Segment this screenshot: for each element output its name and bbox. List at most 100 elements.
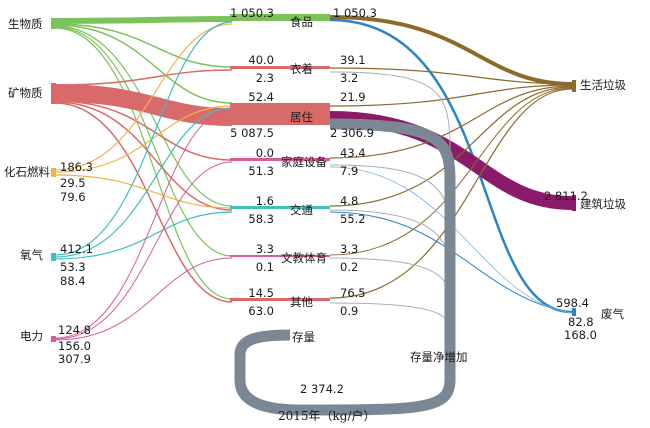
output-value: 2 811.2 — [544, 189, 588, 203]
source-label: 化石燃料 — [4, 165, 50, 179]
node-construction-waste — [572, 195, 576, 211]
flow-fossil-food — [54, 23, 233, 171]
stock-labels: 存量 存量净增加 2 374.2 2015年（kg/户） — [278, 330, 468, 423]
stock-increase-label: 存量净增加 — [410, 350, 468, 364]
middle-label: 家庭设备 — [281, 155, 327, 169]
output-value: 168.0 — [564, 328, 597, 342]
middle-in-top: 40.0 — [248, 53, 274, 67]
middle-nodes — [230, 14, 330, 301]
flow-electric-appliance — [54, 161, 233, 340]
source-value: 124.8 — [58, 323, 91, 337]
middle-in-bottom: 2.3 — [256, 71, 274, 85]
flow-bio-clothing — [54, 23, 233, 68]
flow-oxygen-transport — [54, 211, 233, 260]
source-value: 307.9 — [58, 352, 91, 366]
source-value: 88.4 — [60, 274, 86, 288]
node-housing — [230, 103, 330, 125]
middle-in-bottom: 5 087.5 — [230, 126, 274, 140]
middle-out-bottom: 0.2 — [340, 260, 358, 274]
middle-out-top: 1 050.3 — [333, 6, 377, 20]
stock-loop — [234, 118, 456, 416]
flow-culture-household — [329, 87, 573, 256]
node-other — [230, 298, 330, 301]
source-label: 电力 — [20, 329, 43, 343]
source-label: 生物质 — [8, 17, 43, 31]
node-electric — [51, 336, 56, 342]
middle-in-bottom: 51.3 — [248, 164, 274, 178]
node-fossil — [51, 168, 56, 177]
flow-bio-other — [54, 27, 233, 300]
flow-transport-gas — [329, 211, 573, 313]
middle-label: 文教体育 — [281, 251, 327, 265]
node-household-waste — [572, 80, 576, 92]
middle-in-top: 0.0 — [256, 146, 274, 160]
output-label: 废气 — [601, 307, 624, 321]
middle-in-top: 3.3 — [256, 242, 274, 256]
middle-label: 其他 — [290, 295, 313, 309]
source-label: 氧气 — [20, 248, 43, 262]
flow-oxygen-housing — [54, 107, 233, 258]
node-food — [230, 14, 330, 21]
flow-bio-food — [54, 16, 233, 24]
middle-out-top: 3.3 — [340, 242, 358, 256]
node-transport — [230, 206, 330, 209]
flow-food-household — [329, 15, 573, 86]
diagram-caption: 2015年（kg/户） — [278, 408, 376, 423]
flow-bio-culture — [54, 26, 233, 257]
node-mineral — [51, 83, 56, 104]
source-value: 156.0 — [58, 339, 91, 353]
flow-mineral-clothing — [54, 69, 233, 86]
flow-transport-household — [329, 86, 573, 207]
middle-out-bottom: 0.9 — [340, 304, 358, 318]
node-culture — [230, 255, 330, 257]
flow-housing-household — [329, 84, 573, 107]
middle-label: 交通 — [290, 203, 313, 217]
source-value: 53.3 — [60, 260, 86, 274]
source-label: 矿物质 — [8, 86, 43, 100]
middle-labels: 1 050.3 食品 1 050.3 40.0 2.3 衣着 39.1 3.2 … — [230, 6, 377, 318]
flow-mineral-housing — [54, 84, 233, 126]
flow-fossil-transport — [54, 174, 233, 209]
flow-mineral-other — [54, 102, 233, 303]
source-flows — [54, 16, 233, 341]
middle-label: 居住 — [290, 110, 313, 124]
node-waste-gas — [572, 308, 576, 316]
middle-in-bottom: 0.1 — [256, 260, 274, 274]
stock-loop-value: 2 374.2 — [300, 382, 344, 396]
middle-out-top: 21.9 — [340, 90, 366, 104]
flow-mineral-transport — [54, 101, 233, 211]
node-appliance — [230, 158, 330, 161]
middle-out-bottom: 2 306.9 — [330, 126, 374, 140]
middle-in-top: 1.6 — [256, 194, 274, 208]
middle-out-top: 4.8 — [340, 194, 358, 208]
flow-electric-housing — [54, 109, 233, 339]
source-labels: 生物质 矿物质 化石燃料 186.3 29.5 79.6 氧气 412.1 53… — [4, 17, 93, 366]
stock-label: 存量 — [292, 330, 315, 344]
output-value: 82.8 — [568, 315, 594, 329]
source-value: 79.6 — [60, 190, 86, 204]
flow-other-household — [329, 88, 573, 299]
middle-out-bottom: 3.2 — [340, 71, 358, 85]
source-nodes — [51, 18, 56, 342]
node-clothing — [230, 66, 330, 69]
source-value: 186.3 — [60, 160, 93, 174]
middle-out-top: 43.4 — [340, 146, 366, 160]
flow-bio-housing — [54, 24, 233, 104]
output-label: 建筑垃圾 — [580, 197, 626, 211]
middle-in-top: 1 050.3 — [230, 6, 274, 20]
source-value: 29.5 — [60, 176, 86, 190]
middle-out-top: 39.1 — [340, 53, 366, 67]
middle-out-bottom: 7.9 — [340, 164, 358, 178]
flow-appliance-household — [329, 85, 573, 159]
middle-out-bottom: 55.2 — [340, 212, 366, 226]
flow-electric-culture — [54, 257, 233, 341]
middle-in-top: 14.5 — [248, 286, 274, 300]
flow-appliance-gas — [329, 166, 573, 314]
output-labels: 生活垃圾 2 811.2 建筑垃圾 598.4 82.8 168.0 废气 — [544, 78, 626, 342]
middle-out-top: 76.5 — [340, 286, 366, 300]
middle-label: 衣着 — [290, 62, 313, 76]
output-flows — [234, 15, 573, 416]
output-nodes — [572, 80, 576, 316]
